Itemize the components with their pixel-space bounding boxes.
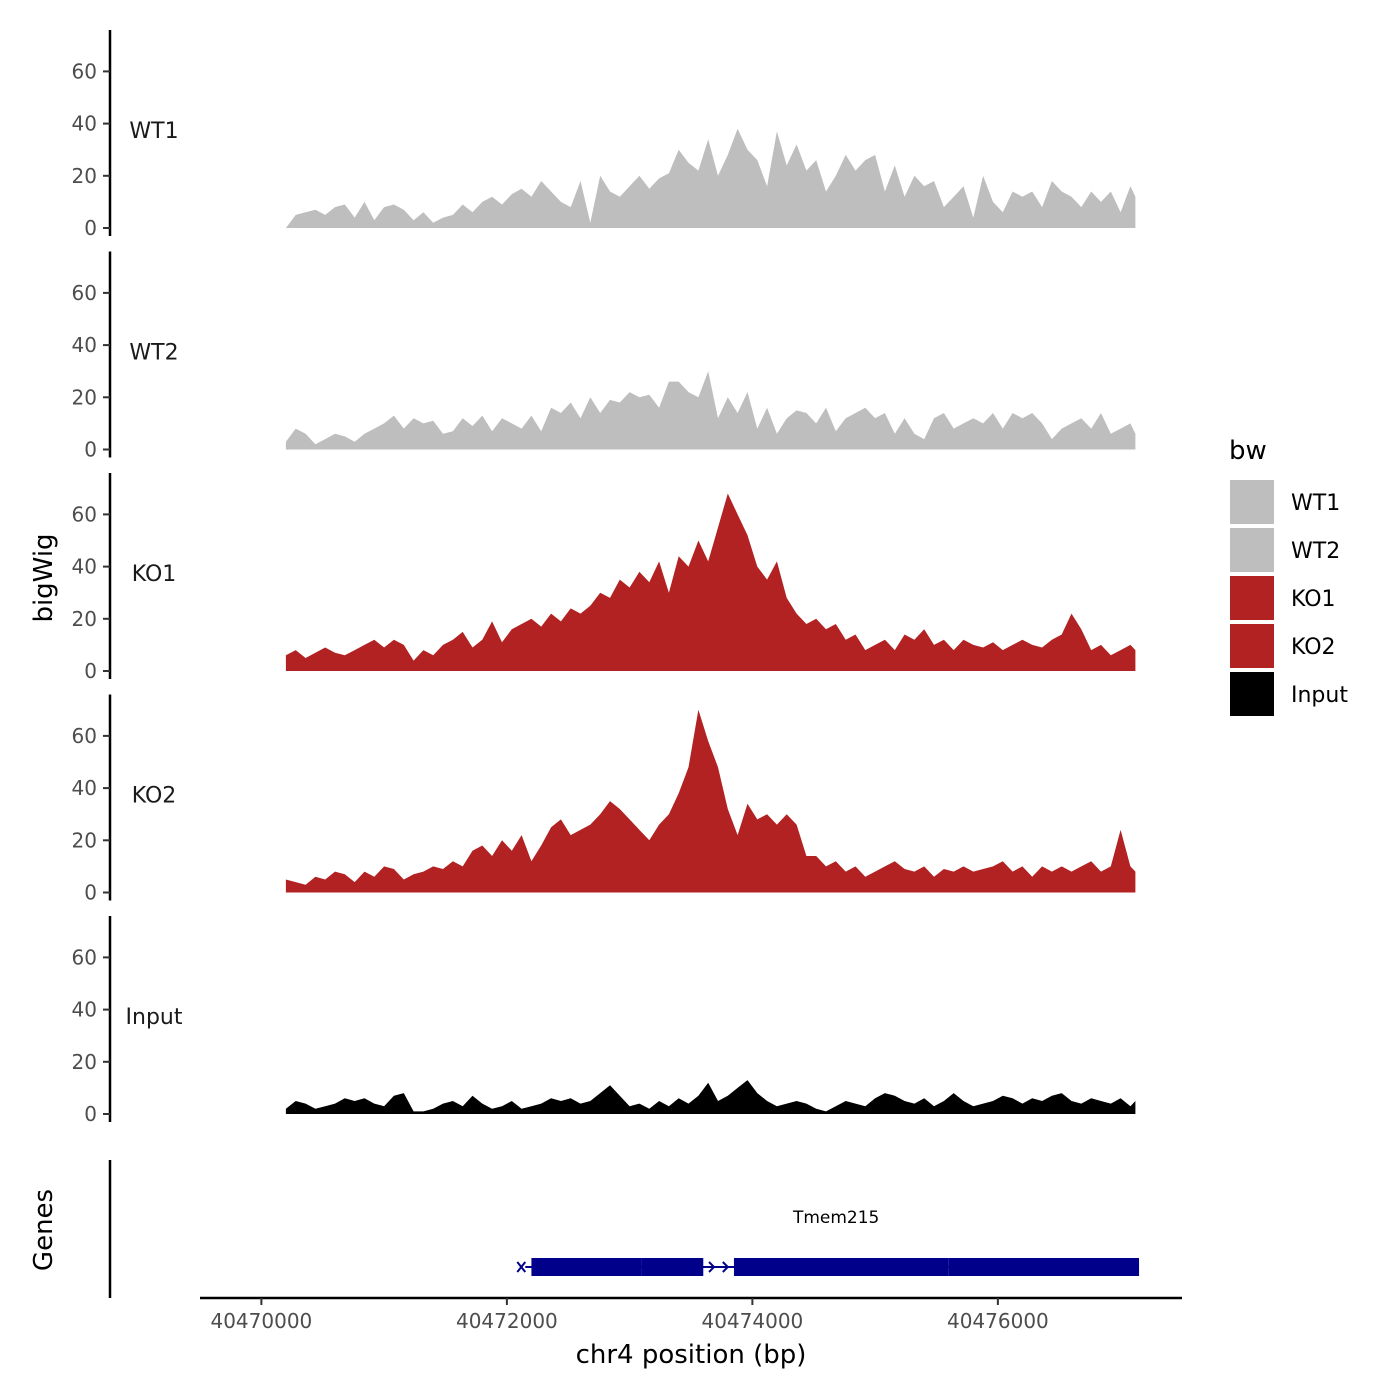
legend-label-wt2: WT2: [1291, 539, 1340, 564]
y-tick-label: 0: [84, 659, 97, 683]
y-tick-label: 40: [72, 555, 97, 579]
gene-exon: [948, 1258, 1140, 1276]
y-tick-label: 60: [72, 502, 97, 526]
track-label: Input: [126, 1005, 183, 1030]
track-wt2: 0 20 40 60 WT2: [72, 251, 1136, 462]
y-tick-label: 20: [72, 385, 97, 409]
y-tick-label: 40: [72, 776, 97, 800]
y-tick-label: 20: [72, 828, 97, 852]
genes-axis-title: Genes: [29, 1189, 59, 1271]
legend-swatch-wt1: [1230, 480, 1274, 524]
coverage-area-input: [285, 1080, 1136, 1114]
y-tick-label: 60: [72, 724, 97, 748]
gene-start-mark: [516, 1261, 527, 1273]
y-tick-label: 0: [84, 881, 97, 905]
legend-title: bw: [1229, 436, 1267, 466]
track-label: WT2: [129, 341, 178, 366]
x-tick-label: 40474000: [701, 1309, 803, 1333]
track-ko1: 0 20 40 60 KO1: [72, 473, 1136, 683]
legend-swatch-ko2: [1230, 624, 1274, 668]
y-tick-label: 40: [72, 333, 97, 357]
strand-arrow: [708, 1261, 716, 1273]
legend-swatch-ko1: [1230, 576, 1274, 620]
strand-arrow: [722, 1261, 730, 1273]
y-tick-label: 60: [72, 59, 97, 83]
y-tick-label: 20: [72, 1050, 97, 1074]
track-label: KO1: [132, 562, 177, 587]
track-ko2: 0 20 40 60 KO2: [72, 694, 1136, 905]
coverage-area-ko1: [285, 493, 1136, 671]
y-tick-label: 40: [72, 112, 97, 136]
legend-swatch-wt2: [1230, 528, 1274, 572]
legend: bw WT1 WT2 KO1 KO2 Input: [1229, 436, 1348, 716]
y-tick-label: 0: [84, 216, 97, 240]
gene-label: Tmem215: [792, 1208, 879, 1228]
y-axis-title: bigWig: [29, 533, 59, 622]
track-input: 0 20 40 60 Input: [72, 916, 1136, 1126]
genes-panel: Tmem215: [108, 1160, 1140, 1298]
y-tick-label: 20: [72, 164, 97, 188]
legend-label-ko2: KO2: [1291, 635, 1336, 660]
tracks-group: 0 20 40 60 WT1 0 20 40 60 WT2 0 20 40 60 KO1 0 20 40 60 KO2…: [72, 30, 1136, 1126]
x-tick-label: 40472000: [456, 1309, 558, 1333]
y-tick-label: 0: [84, 1102, 97, 1126]
gene-tmem215: Tmem215: [516, 1208, 1140, 1276]
coverage-area-wt1: [285, 128, 1136, 228]
coverage-area-wt2: [285, 371, 1136, 450]
y-tick-label: 60: [72, 945, 97, 969]
coverage-area-ko2: [285, 709, 1136, 893]
legend-swatch-input: [1230, 672, 1274, 716]
x-tick-label: 40470000: [210, 1309, 312, 1333]
legend-label-wt1: WT1: [1291, 491, 1340, 516]
legend-label-input: Input: [1291, 683, 1348, 708]
legend-label-ko1: KO1: [1291, 587, 1336, 612]
track-wt1: 0 20 40 60 WT1: [72, 30, 1136, 240]
y-tick-label: 20: [72, 607, 97, 631]
track-label: WT1: [129, 119, 178, 144]
y-tick-label: 60: [72, 281, 97, 305]
y-tick-label: 0: [84, 438, 97, 462]
x-axis-title: chr4 position (bp): [576, 1340, 807, 1370]
gene-exon: [531, 1258, 642, 1276]
x-axis: 40470000 40472000 40474000 40476000: [200, 1296, 1182, 1333]
gene-exon: [733, 1258, 949, 1276]
gene-exon: [641, 1258, 704, 1276]
y-tick-label: 40: [72, 998, 97, 1022]
track-label: KO2: [132, 784, 177, 809]
x-tick-label: 40476000: [947, 1309, 1049, 1333]
